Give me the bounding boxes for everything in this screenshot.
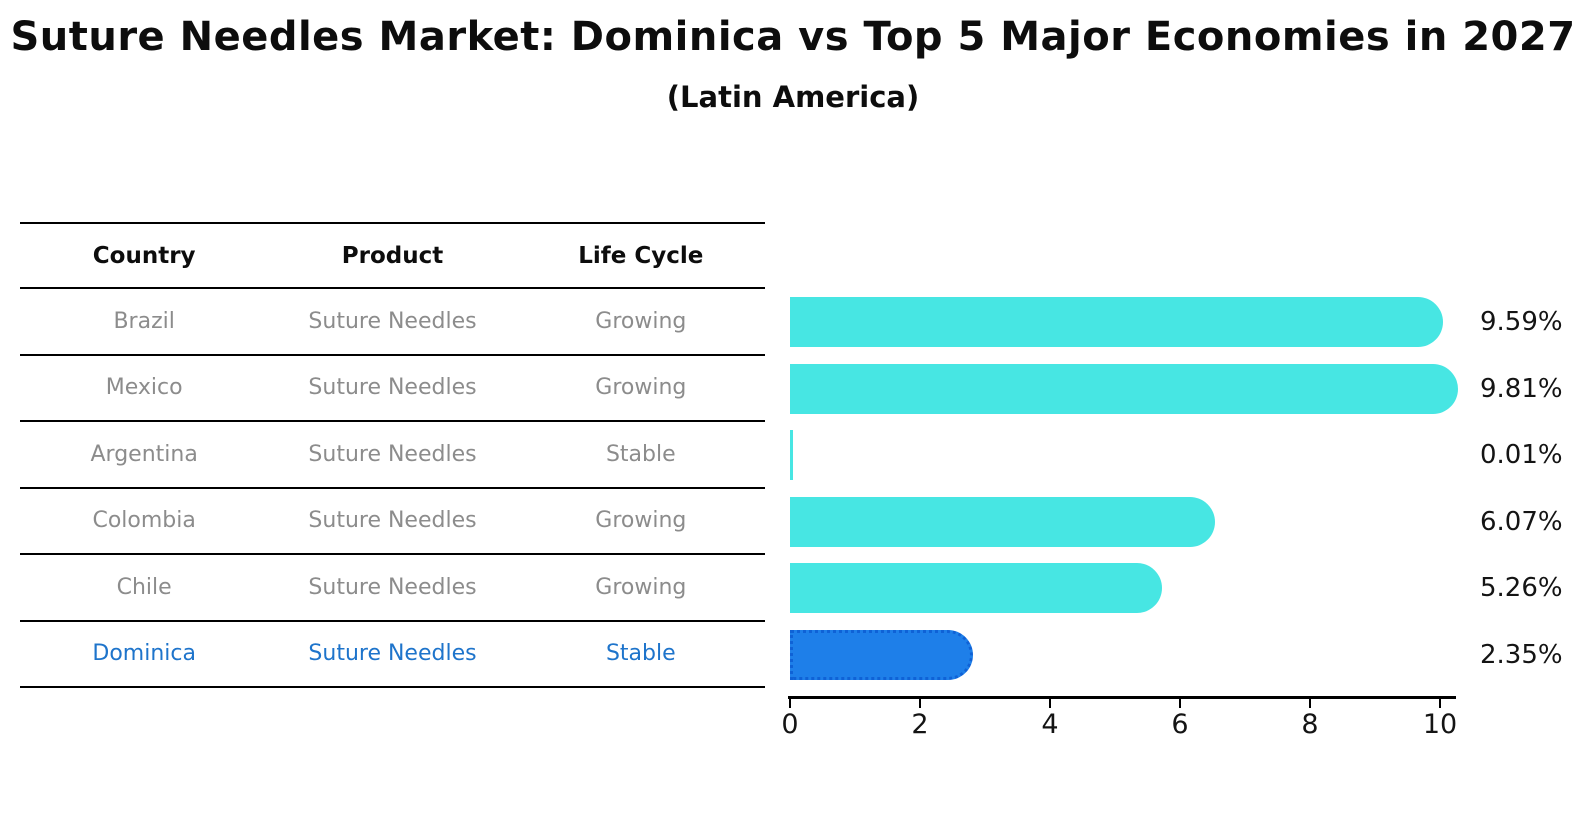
bar-row-dominica: 2.35% <box>790 622 1586 689</box>
tick-mark <box>919 699 921 708</box>
table-row: Colombia Suture Needles Growing <box>20 489 765 555</box>
x-axis: 0 2 4 6 8 10 <box>781 696 1457 740</box>
table-cell-product: Suture Needles <box>308 308 477 334</box>
bar-brazil <box>790 297 1444 347</box>
table-cell-life-cycle: Growing <box>595 308 687 334</box>
table-cell-product: Suture Needles <box>308 641 477 667</box>
table-header-country: Country <box>92 242 196 269</box>
bar-dominica <box>790 629 973 680</box>
bar-mexico <box>790 363 1458 414</box>
table-cell-life-cycle: Growing <box>595 508 687 534</box>
table-row: Mexico Suture Needles Growing <box>20 356 765 422</box>
bar-chart: 9.59% 9.81% 0.01% 6.07% 5.26% 2.35% <box>790 289 1586 688</box>
bar-row-brazil: 9.59% <box>790 289 1586 356</box>
tick-mark <box>1049 699 1051 708</box>
table-header-life-cycle: Life Cycle <box>578 242 704 269</box>
x-axis-line <box>788 696 1456 699</box>
table-row: Brazil Suture Needles Growing <box>20 289 765 356</box>
bar-row-colombia: 6.07% <box>790 489 1586 556</box>
table-header-product: Product <box>341 242 444 269</box>
table-cell-country: Colombia <box>92 508 196 534</box>
table-cell-life-cycle: Growing <box>595 375 687 401</box>
value-label-mexico: 9.81% <box>1480 373 1563 404</box>
tick-label: 0 <box>781 709 799 740</box>
table-header-row: Country Product Life Cycle <box>20 222 765 289</box>
value-label-brazil: 9.59% <box>1480 307 1563 337</box>
table-cell-life-cycle: Stable <box>605 441 676 467</box>
tick-mark <box>1179 699 1181 708</box>
table-row: Argentina Suture Needles Stable <box>20 422 765 489</box>
table-cell-product: Suture Needles <box>308 441 477 467</box>
chart-title: Suture Needles Market: Dominica vs Top 5… <box>10 14 1576 60</box>
table-cell-country: Chile <box>116 574 172 600</box>
table-cell-country: Brazil <box>113 308 175 334</box>
tick-mark <box>789 699 791 708</box>
value-label-argentina: 0.01% <box>1480 440 1563 470</box>
table-cell-country: Dominica <box>92 641 196 667</box>
table-cell-country: Argentina <box>90 441 198 467</box>
bar-chile <box>790 563 1162 613</box>
bar-row-argentina: 0.01% <box>790 422 1586 489</box>
table-cell-product: Suture Needles <box>308 375 477 401</box>
table-cell-life-cycle: Growing <box>595 574 687 600</box>
bar-argentina <box>790 430 793 480</box>
table-cell-country: Mexico <box>105 375 183 401</box>
table-row: Chile Suture Needles Growing <box>20 555 765 622</box>
tick-label: 6 <box>1171 709 1189 740</box>
value-label-chile: 5.26% <box>1480 573 1563 603</box>
table-cell-product: Suture Needles <box>308 574 477 600</box>
tick-mark <box>1439 699 1441 708</box>
tick-mark <box>1309 699 1311 708</box>
table-row-dominica: Dominica Suture Needles Stable <box>20 622 765 688</box>
bar-row-chile: 5.26% <box>790 555 1586 622</box>
table-cell-product: Suture Needles <box>308 508 477 534</box>
bar-colombia <box>790 496 1215 547</box>
value-label-dominica: 2.35% <box>1480 639 1563 670</box>
value-label-colombia: 6.07% <box>1480 506 1563 537</box>
country-table: Country Product Life Cycle Brazil Suture… <box>20 222 765 688</box>
chart-subtitle: (Latin America) <box>666 80 920 114</box>
bar-row-mexico: 9.81% <box>790 356 1586 423</box>
tick-label: 8 <box>1301 709 1319 740</box>
tick-label: 4 <box>1041 709 1059 740</box>
tick-label: 10 <box>1422 709 1458 740</box>
tick-label: 2 <box>911 709 929 740</box>
table-cell-life-cycle: Stable <box>605 641 676 667</box>
